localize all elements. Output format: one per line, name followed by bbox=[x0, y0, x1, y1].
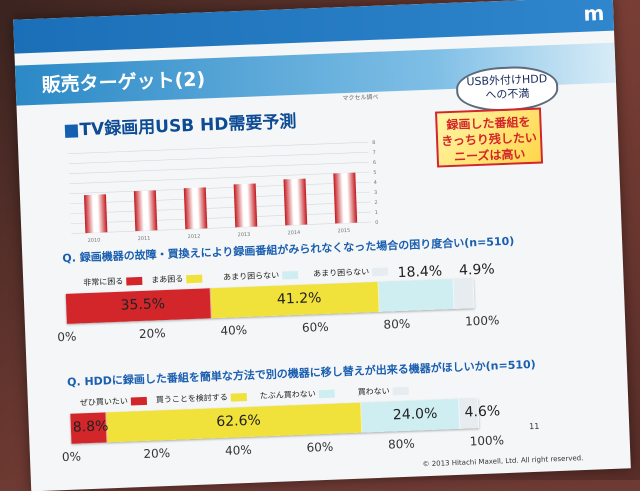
y-tick-label: 1 bbox=[375, 210, 378, 216]
gridline bbox=[71, 211, 371, 224]
x-axis-tick: 20% bbox=[143, 445, 171, 462]
legend-item: ぜひ買いたい bbox=[79, 395, 148, 409]
legend-swatch bbox=[371, 266, 389, 276]
legend-swatch bbox=[130, 396, 148, 405]
usb-hdd-complaint-bubble: USB外付けHDD への不満 bbox=[455, 64, 559, 113]
legend-label: 非常に困る bbox=[83, 276, 124, 288]
needs-callout-box: 録画した番組を きっちり残したい ニーズは高い bbox=[434, 107, 544, 168]
legend-label: あまり困らない bbox=[223, 270, 280, 282]
segment-value-label: 35.5% bbox=[120, 296, 166, 314]
y-tick-label: 0 bbox=[375, 220, 378, 226]
legend-label: まあ困る bbox=[151, 274, 184, 285]
x-tick-label: 2013 bbox=[237, 232, 250, 238]
bar-segment-4 bbox=[453, 278, 475, 309]
x-axis-tick: 0% bbox=[61, 449, 82, 465]
gridline bbox=[68, 151, 369, 164]
legend-swatch bbox=[186, 274, 203, 283]
demand-chart-unit: マクセル調べ bbox=[342, 93, 379, 103]
legend-item: あまり困らない bbox=[312, 265, 389, 279]
gridline bbox=[69, 181, 370, 194]
copyright-text: © 2013 Hitachi Maxell, Ltd. All right re… bbox=[422, 454, 584, 469]
demand-bar-2011 bbox=[133, 190, 158, 232]
gridline bbox=[70, 191, 371, 204]
demand-bar-2013 bbox=[233, 183, 258, 228]
x-axis-tick: 20% bbox=[138, 326, 166, 342]
segment-value-label: 4.9% bbox=[458, 261, 495, 279]
segment-value-label: 41.2% bbox=[276, 290, 322, 308]
x-axis-tick: 60% bbox=[301, 319, 329, 335]
y-tick-label: 5 bbox=[373, 170, 376, 176]
legend-item: 買うことを検討する bbox=[156, 391, 247, 405]
x-axis-tick: 40% bbox=[220, 322, 248, 338]
y-tick-label: 8 bbox=[372, 140, 375, 146]
legend-item: あまり困らない bbox=[223, 269, 299, 283]
x-tick-label: 2015 bbox=[337, 228, 350, 234]
x-tick-label: 2010 bbox=[88, 238, 101, 244]
legend-label: 買わない bbox=[357, 386, 390, 397]
x-axis-tick: 60% bbox=[306, 439, 334, 455]
segment-value-label: 8.8% bbox=[72, 418, 109, 436]
legend-label: あまり困らない bbox=[312, 267, 370, 279]
demand-bar-2014 bbox=[283, 178, 308, 226]
x-axis-tick: 100% bbox=[464, 313, 500, 329]
demand-chart-title-text: TV録画用USB HD需要予測 bbox=[79, 111, 297, 141]
segment-value-label: 24.0% bbox=[392, 405, 438, 424]
legend-swatch bbox=[318, 389, 335, 398]
demand-bar-2012 bbox=[183, 187, 208, 230]
legend-item: たぶん買わない bbox=[260, 388, 335, 402]
x-axis-tick: 0% bbox=[57, 329, 77, 345]
y-tick-label: 7 bbox=[372, 150, 375, 156]
gridline bbox=[70, 201, 371, 214]
demand-bar-2010 bbox=[83, 194, 108, 234]
x-tick-label: 2011 bbox=[138, 236, 151, 242]
x-axis-tick: 100% bbox=[469, 433, 505, 449]
y-tick-label: 4 bbox=[374, 180, 377, 186]
legend-label: たぶん買わない bbox=[259, 389, 316, 401]
callout-line-3: ニーズは高い bbox=[453, 147, 526, 164]
gridline bbox=[71, 221, 372, 234]
title-square-icon: ■ bbox=[63, 120, 80, 141]
question-2: Q. HDDに録画した番組を簡単な方法で別の機器に移し替えが出来る機器がほしいか… bbox=[66, 357, 536, 389]
y-tick-label: 6 bbox=[373, 160, 376, 166]
legend-item: まあ困る bbox=[151, 273, 203, 286]
segment-value-label: 62.6% bbox=[216, 412, 262, 431]
gridline bbox=[69, 171, 370, 184]
demand-bar-2015 bbox=[333, 172, 358, 224]
legend-label: ぜひ買いたい bbox=[79, 396, 129, 408]
page-number: 11 bbox=[528, 421, 540, 432]
legend-swatch bbox=[282, 270, 299, 280]
gridline bbox=[68, 141, 369, 154]
legend-item: 非常に困る bbox=[83, 275, 143, 288]
legend-swatch bbox=[230, 392, 247, 402]
x-axis-tick: 80% bbox=[387, 436, 416, 452]
legend-item: 買わない bbox=[358, 385, 409, 398]
brand-logo: m bbox=[583, 0, 606, 26]
legend-swatch bbox=[392, 386, 409, 395]
legend-swatch bbox=[126, 276, 143, 286]
x-tick-label: 2012 bbox=[188, 234, 201, 240]
bar-segment-3 bbox=[378, 278, 455, 312]
x-tick-label: 2014 bbox=[287, 230, 300, 236]
demand-forecast-chart: 0 1 2 3 4 5 6 7 8 2010 2011 2012 2013 2014 2015 bbox=[68, 140, 379, 244]
segment-value-label: 18.4% bbox=[397, 263, 443, 282]
y-tick-label: 2 bbox=[374, 200, 377, 206]
segment-value-label: 4.6% bbox=[464, 403, 501, 421]
x-axis-tick: 40% bbox=[224, 442, 252, 458]
demand-chart-title: ■TV録画用USB HD需要予測 bbox=[63, 107, 297, 141]
legend-label: 買うことを検討する bbox=[155, 392, 228, 405]
x-axis-tick: 80% bbox=[383, 316, 411, 332]
gridline bbox=[69, 161, 369, 174]
y-tick-label: 3 bbox=[374, 190, 377, 196]
